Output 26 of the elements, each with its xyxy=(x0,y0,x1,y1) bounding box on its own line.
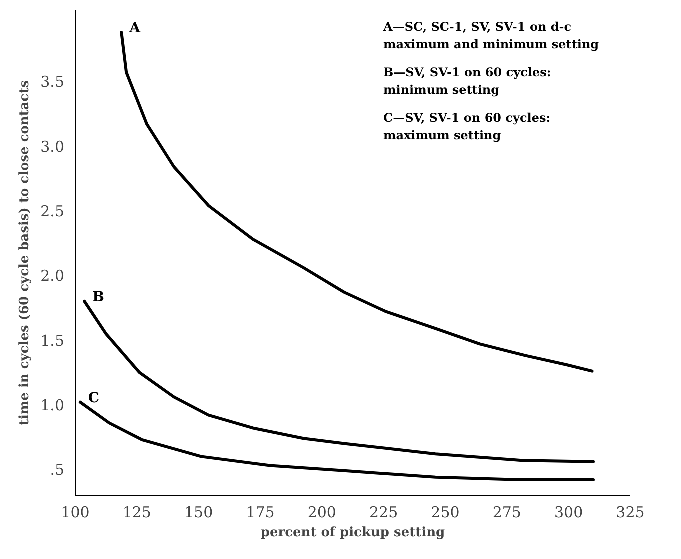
x-tick-label: 225 xyxy=(370,504,398,522)
x-axis-title: percent of pickup setting xyxy=(260,526,446,540)
x-tick-label: 150 xyxy=(184,504,214,522)
series-label: C xyxy=(88,390,100,406)
x-tick-label: 125 xyxy=(122,504,152,522)
y-axis-title: time in cycles (60 cycle basis) to close contacts xyxy=(18,80,33,426)
series-label: A xyxy=(128,20,142,36)
x-tick-label: 175 xyxy=(246,504,275,522)
x-tick-label: 325 xyxy=(616,504,645,522)
x-tick-label: 100 xyxy=(61,504,90,522)
annotation: B—SV, SV-1 on 60 cycles: minimum setting xyxy=(384,66,552,98)
annotation: A—SC, SC-1, SV, SV-1 on d-c maximum and minimum setting xyxy=(382,20,600,52)
x-tick-label: 300 xyxy=(554,504,584,522)
y-tick-label: 2.5 xyxy=(40,202,65,220)
y-tick-label: 3.5 xyxy=(40,73,65,92)
annotation: C—SV, SV-1 on 60 cycles: maximum setting xyxy=(384,111,551,143)
y-tick-label: 3.0 xyxy=(40,138,65,156)
x-tick-label: 200 xyxy=(308,504,336,522)
line-series xyxy=(83,300,595,464)
x-tick-label: 250 xyxy=(431,504,460,522)
y-tick-label: 2.0 xyxy=(40,267,65,286)
x-tick-label: 275 xyxy=(492,504,522,522)
y-tick-label: 1.5 xyxy=(40,332,65,350)
y-tick-label: .5 xyxy=(50,461,64,480)
y-tick-label: 1.0 xyxy=(40,396,65,414)
series-label: B xyxy=(92,290,105,306)
